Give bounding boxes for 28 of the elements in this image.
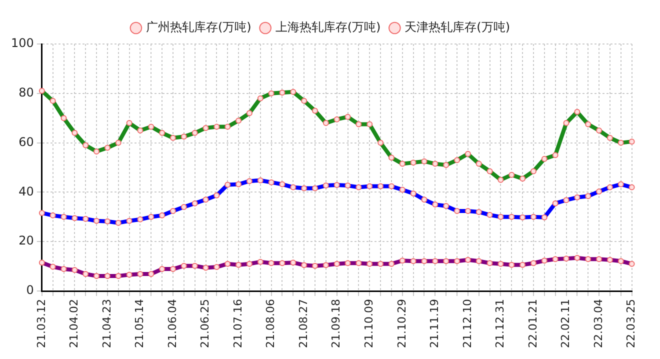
x-tick-label: 21.10.09 bbox=[362, 299, 376, 348]
x-tick-label: 21.06.25 bbox=[198, 299, 212, 348]
x-tick-label: 22.03.04 bbox=[592, 299, 605, 348]
x-tick-label: 21.08.27 bbox=[296, 299, 310, 348]
x-tick-label: 21.10.29 bbox=[395, 299, 408, 348]
y-tick-label: 80 bbox=[18, 86, 34, 100]
x-tick-label: 21.03.12 bbox=[34, 299, 48, 348]
y-tick-label: 100 bbox=[11, 36, 34, 50]
x-tick-label: 21.06.04 bbox=[166, 299, 179, 348]
y-tick-label: 0 bbox=[26, 283, 34, 298]
x-tick-label: 21.11.19 bbox=[428, 299, 442, 348]
x-tick-label: 21.08.06 bbox=[264, 299, 278, 348]
x-tick-label: 21.07.16 bbox=[231, 299, 244, 348]
legend-label: 广州热轧库存(万吨) bbox=[146, 20, 252, 34]
x-tick-label: 21.09.18 bbox=[330, 299, 343, 348]
x-tick-label: 22.01.21 bbox=[526, 299, 540, 348]
x-tick-label: 22.02.11 bbox=[559, 299, 572, 348]
x-tick-label: 21.04.23 bbox=[100, 299, 114, 348]
legend-label: 天津热轧库存(万吨) bbox=[404, 20, 510, 34]
x-tick-label: 21.12.31 bbox=[494, 299, 507, 348]
y-tick-label: 60 bbox=[18, 134, 34, 149]
x-tick-label: 21.04.02 bbox=[68, 299, 81, 348]
x-tick-label: 22.03.25 bbox=[624, 299, 638, 348]
legend-label: 上海热轧库存(万吨) bbox=[275, 20, 381, 34]
x-tick-label: 21.12.10 bbox=[460, 299, 474, 348]
x-tick-label: 21.05.14 bbox=[133, 299, 146, 348]
y-tick-label: 40 bbox=[18, 184, 34, 198]
y-tick-label: 20 bbox=[18, 234, 34, 248]
